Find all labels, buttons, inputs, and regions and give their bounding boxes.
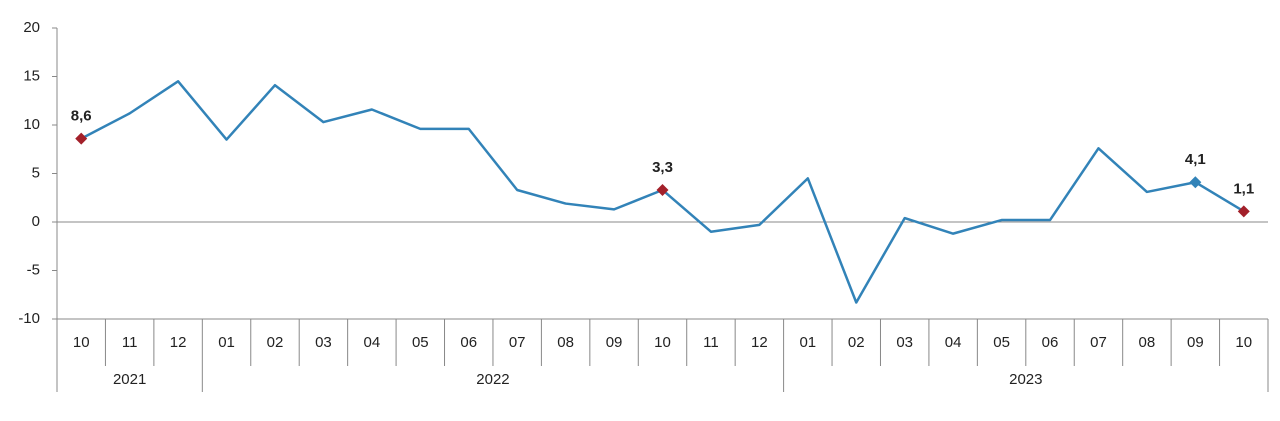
marker xyxy=(656,183,669,196)
x-tick-label: 07 xyxy=(1090,334,1107,351)
x-tick-label: 05 xyxy=(993,334,1010,351)
x-tick-label: 01 xyxy=(799,334,816,351)
year-label: 2022 xyxy=(476,371,509,388)
x-tick-label: 02 xyxy=(848,334,865,351)
data-label: 3,3 xyxy=(652,159,673,176)
x-tick-label: 09 xyxy=(606,334,623,351)
x-tick-label: 10 xyxy=(654,334,671,351)
marker xyxy=(1237,205,1250,218)
x-tick-label: 11 xyxy=(122,334,138,351)
x-tick-label: 10 xyxy=(73,334,90,351)
x-tick-label: 01 xyxy=(218,334,235,351)
marker xyxy=(75,132,88,145)
y-tick-label: 0 xyxy=(32,213,40,230)
y-tick-label: -5 xyxy=(27,261,40,278)
year-label: 2021 xyxy=(113,371,146,388)
x-tick-label: 07 xyxy=(509,334,526,351)
x-tick-label: 12 xyxy=(751,334,768,351)
x-tick-label: 10 xyxy=(1235,334,1252,351)
y-tick-label: 10 xyxy=(23,116,40,133)
x-tick-label: 03 xyxy=(315,334,332,351)
y-tick-label: -10 xyxy=(18,310,40,327)
x-tick-label: 02 xyxy=(267,334,284,351)
x-tick-label: 08 xyxy=(1139,334,1156,351)
x-tick-label: 08 xyxy=(557,334,574,351)
data-label: 4,1 xyxy=(1185,151,1206,168)
data-label: 8,6 xyxy=(71,108,92,125)
x-tick-label: 03 xyxy=(896,334,913,351)
y-tick-label: 20 xyxy=(23,19,40,36)
x-tick-label: 12 xyxy=(170,334,187,351)
x-tick-label: 04 xyxy=(364,334,381,351)
x-tick-label: 11 xyxy=(703,334,719,351)
x-tick-label: 06 xyxy=(460,334,477,351)
x-tick-label: 06 xyxy=(1042,334,1059,351)
x-tick-label: 04 xyxy=(945,334,962,351)
marker xyxy=(1189,176,1202,189)
y-tick-label: 5 xyxy=(32,164,40,181)
x-tick-label: 05 xyxy=(412,334,429,351)
year-label: 2023 xyxy=(1009,371,1042,388)
data-label: 1,1 xyxy=(1233,180,1254,197)
y-tick-label: 15 xyxy=(23,67,40,84)
x-tick-label: 09 xyxy=(1187,334,1204,351)
